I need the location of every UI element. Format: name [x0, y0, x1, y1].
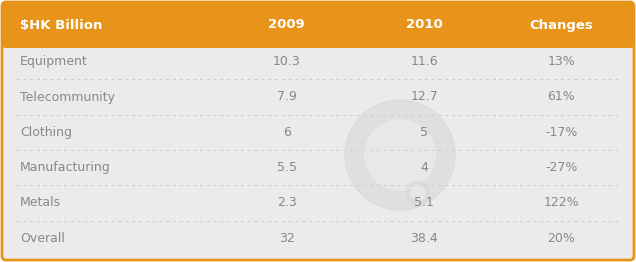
Text: 32: 32: [279, 232, 294, 245]
Text: 7.9: 7.9: [277, 90, 297, 103]
Text: 2009: 2009: [268, 19, 305, 31]
Circle shape: [411, 186, 425, 200]
Circle shape: [365, 120, 435, 190]
FancyBboxPatch shape: [2, 2, 634, 48]
Text: 5.1: 5.1: [414, 196, 434, 210]
Text: 20%: 20%: [548, 232, 576, 245]
Text: 38.4: 38.4: [410, 232, 438, 245]
Text: Manufacturing: Manufacturing: [20, 161, 111, 174]
Text: 10.3: 10.3: [273, 55, 301, 68]
Circle shape: [406, 181, 430, 205]
Text: 11.6: 11.6: [410, 55, 438, 68]
Text: Clothing: Clothing: [20, 126, 72, 139]
Text: Telecommunity: Telecommunity: [20, 90, 115, 103]
Text: 122%: 122%: [544, 196, 579, 210]
Text: 61%: 61%: [548, 90, 575, 103]
Text: 13%: 13%: [548, 55, 575, 68]
Text: Metals: Metals: [20, 196, 61, 210]
Text: 2010: 2010: [406, 19, 443, 31]
Circle shape: [345, 100, 455, 210]
Text: 6: 6: [283, 126, 291, 139]
Text: 5: 5: [420, 126, 428, 139]
FancyBboxPatch shape: [2, 2, 634, 260]
Text: 12.7: 12.7: [410, 90, 438, 103]
Text: 2.3: 2.3: [277, 196, 296, 210]
Text: Changes: Changes: [530, 19, 593, 31]
Text: 5.5: 5.5: [277, 161, 297, 174]
Text: 4: 4: [420, 161, 428, 174]
Text: Equipment: Equipment: [20, 55, 88, 68]
Text: $HK Billion: $HK Billion: [20, 19, 102, 31]
Text: Overall: Overall: [20, 232, 65, 245]
Text: -17%: -17%: [545, 126, 577, 139]
Text: -27%: -27%: [545, 161, 577, 174]
Bar: [6, 36, 630, 44]
